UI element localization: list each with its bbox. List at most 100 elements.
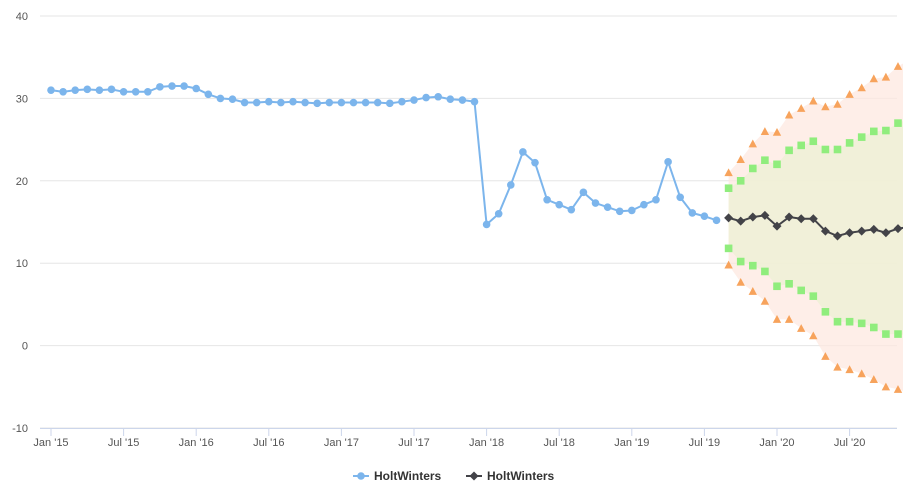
x-tick-label: Jul '17 [398,437,429,449]
band-95-lower-point [833,362,842,371]
series-layer [47,62,903,393]
actual-data-point [386,99,394,108]
band-80-lower-point [894,330,902,338]
actual-data-point [531,158,539,167]
band-95-upper-point [809,96,818,105]
x-tick-label: Jul '20 [834,437,865,449]
legend-marker [469,471,479,481]
actual-data-point [47,86,55,94]
band-95-lower-point [772,315,782,323]
forecast-data-point [784,212,794,222]
forecast-data-point [772,221,782,231]
forecast-data-point [796,214,806,224]
band-80-upper-point [797,141,805,150]
actual-data-point [446,95,455,104]
actual-data-point [337,98,346,107]
x-tick-label: Jul '19 [689,437,720,449]
actual-data-point [119,88,128,96]
band-80-upper-point [773,160,781,169]
actual-data-point [652,195,660,204]
x-tick-label: Jan '18 [469,437,504,449]
legend[interactable]: HoltWinters HoltWinters [353,469,555,483]
actual-data-point [289,97,297,106]
actual-data-point [494,209,503,218]
actual-data-point [434,92,443,101]
band-80-lower-point [773,282,781,291]
actual-data-point [712,216,721,225]
actual-data-point [252,98,261,107]
actual-data-point [591,199,600,207]
actual-data-point [470,97,479,106]
band-80-upper-point [724,184,733,193]
actual-data-point [398,97,406,106]
y-tick-label: -10 [12,423,28,435]
forecast-series-line [728,214,903,238]
band-95-upper-point [736,155,745,163]
x-tick-label: Jul '16 [253,437,284,449]
band-80-upper-point [736,177,745,185]
band-80-upper-point [821,145,830,154]
band-95-lower-point [797,324,806,332]
band-80-upper-point [870,127,878,136]
actual-data-point [95,86,104,94]
x-tick-label: Jan '16 [179,437,214,449]
actual-data-point [615,207,624,216]
band-80-upper-point [749,164,757,173]
x-tick-label: Jul '18 [543,437,574,449]
forecast-data-point [833,231,842,241]
band-95-upper-point [821,102,830,111]
actual-data-point [373,98,382,107]
actual-data-point [628,206,636,215]
forecast-data-point [869,224,879,234]
actual-data-point [688,209,697,217]
actual-data-point [301,98,309,107]
actual-data-point [349,98,358,107]
y-tick-label: 20 [16,176,28,188]
actual-data-point [410,96,418,104]
band-80-lower-point [845,317,854,326]
band-80-lower-point [749,261,757,270]
actual-data-point [458,96,467,104]
confidence-bands [728,63,903,391]
actual-data-point [325,98,334,107]
band-95-upper-point [869,74,878,83]
y-tick-label: 0 [22,341,28,353]
legend-item[interactable]: HoltWinters [466,469,555,483]
band-80-lower-point [736,257,745,266]
x-tick-label: Jan '20 [759,437,794,449]
actual-data-point [107,85,116,94]
band-80-lower-point [761,267,769,276]
legend-marker [357,472,365,480]
x-tick-label: Jan '19 [614,437,649,449]
band-95-upper-point [857,83,866,92]
x-tick-label: Jan '17 [324,437,359,449]
actual-data-point [240,98,249,107]
band-80-lower-point [797,286,805,295]
band-80-upper-point [882,126,890,135]
band-80-upper-point [833,145,842,154]
actual-data-point [603,203,612,211]
actual-data-point [313,99,322,108]
band-95-upper-point [833,99,842,108]
actual-data-point [83,85,92,94]
actual-data-point [664,158,672,166]
band-80-upper-point [894,119,902,127]
band-95-lower-point [748,287,757,295]
x-axis: Jan '15 Jul '15 Jan '16 Jul '16 Jan '17 Jul '… [33,428,897,449]
y-axis: -10 0 10 20 30 40 [12,11,28,435]
actual-data-point [543,195,551,204]
band-95-upper-point [893,62,903,70]
band-95-lower-point [784,315,794,323]
band-80-lower-point [821,308,830,316]
band-80-upper-point [761,156,769,164]
band-80-lower-point [809,292,818,300]
legend-item[interactable]: HoltWinters [353,469,442,483]
forecast-data-point [748,212,758,222]
band-95-lower-point [869,375,878,383]
y-tick-label: 30 [16,93,28,105]
band-80-lower-point [833,317,842,326]
band-80-lower-point [724,244,733,253]
actual-data-point [192,84,200,93]
actual-data-point [507,181,515,189]
